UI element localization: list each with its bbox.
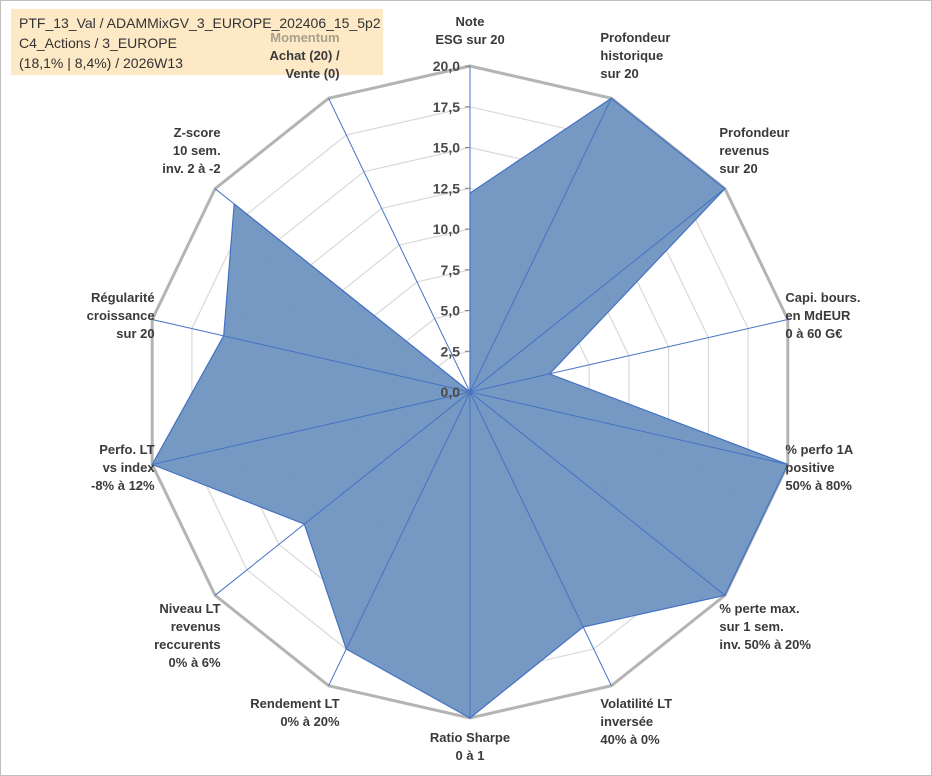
axis-label-text: Profondeur revenus sur 20: [719, 125, 789, 176]
axis-label-line: Note: [456, 14, 485, 29]
tick-label: 7,5: [441, 262, 461, 278]
axis-label-line: Momentum: [270, 30, 339, 45]
tick-label: 5,0: [441, 303, 461, 319]
axis-label-text: Capi. bours. en MdEUR 0 à 60 G€: [785, 290, 860, 341]
axis-label-line: 0 à 60 G€: [785, 326, 842, 341]
tick-label: 10,0: [433, 221, 460, 237]
info-line-3: (18,1% | 8,4%) / 2026W13: [19, 55, 183, 71]
axis-label-text: Régularité croissance sur 20: [87, 290, 155, 341]
axis-label-line: Profondeur: [600, 30, 670, 45]
axis-label-line: % perte max.: [719, 601, 799, 616]
tick-label: 12,5: [433, 180, 460, 196]
axis-label-text: Z-score 10 sem. inv. 2 à -2: [162, 125, 220, 176]
axis-label-line: inv. 50% à 20%: [719, 637, 811, 652]
axis-label: % perte max. sur 1 sem. inv. 50% à 20%: [719, 601, 811, 652]
axis-label-line: Niveau LT: [159, 601, 220, 616]
axis-label: Perfo. LT vs index -8% à 12%: [91, 442, 155, 493]
axis-label-line: reccurents: [154, 637, 220, 652]
info-line-2: C4_Actions / 3_EUROPE: [19, 35, 177, 51]
axis-label: Volatilité LT inversée 40% à 0%: [600, 696, 672, 747]
axis-label-line: en MdEUR: [785, 308, 851, 323]
axis-label-text: % perte max. sur 1 sem. inv. 50% à 20%: [719, 601, 811, 652]
axis-label-line: inv. 2 à -2: [162, 161, 220, 176]
axis-label-line: sur 20: [600, 66, 638, 81]
tick-label: 0,0: [441, 384, 461, 400]
axis-spoke: [469, 98, 612, 393]
axis-label-line: 10 sem.: [173, 143, 221, 158]
tick-layer: 0,0 2,5 5,0 7,5 10,0 12,5 15,0 17,5 20,0: [433, 58, 470, 400]
axis-label-line: inversée: [600, 714, 653, 729]
axis-label-text: Rendement LT 0% à 20%: [250, 696, 340, 729]
axis-spoke: [469, 391, 612, 686]
axis-label-line: 0% à 6%: [169, 655, 221, 670]
axis-label-line: Z-score: [174, 125, 221, 140]
axis-label-text: % perfo 1A positive 50% à 80%: [785, 442, 854, 493]
axis-label-line: historique: [600, 48, 663, 63]
axis-label-layer: Note ESG sur 20 Profondeur historique sur 20…: [87, 14, 861, 763]
axis-label: Ratio Sharpe 0 à 1: [430, 730, 510, 763]
axis-spoke: [214, 391, 471, 596]
axis-spoke: [328, 98, 471, 393]
axis-label-line: Profondeur: [719, 125, 789, 140]
tick-label: 17,5: [433, 99, 460, 115]
axis-label: Profondeur revenus sur 20: [719, 125, 789, 176]
axis-label-text: Volatilité LT inversée 40% à 0%: [600, 696, 672, 747]
axis-label-line: Rendement LT: [250, 696, 339, 711]
axis-label-line: 40% à 0%: [600, 732, 660, 747]
axis-label: Niveau LT revenus reccurents 0% à 6%: [154, 601, 221, 670]
axis-spoke: [152, 391, 471, 465]
axis-label-line: sur 20: [116, 326, 154, 341]
axis-label-line: Régularité: [91, 290, 155, 305]
axis-label-line: -8% à 12%: [91, 478, 155, 493]
axis-label-line: croissance: [87, 308, 155, 323]
axis-spoke: [152, 319, 471, 393]
axis-label-text: Note ESG sur 20: [435, 14, 504, 47]
axis-label: Régularité croissance sur 20: [87, 290, 155, 341]
axis-label-line: sur 20: [719, 161, 757, 176]
axis-label-text: Niveau LT revenus reccurents 0% à 6%: [154, 601, 221, 670]
axis-label-line: 0 à 1: [456, 748, 485, 763]
axis-label-line: Volatilité LT: [600, 696, 672, 711]
axis-spoke: [469, 188, 726, 393]
axis-label: Z-score 10 sem. inv. 2 à -2: [162, 125, 220, 176]
tick-label: 20,0: [433, 58, 460, 74]
axis-label-line: positive: [785, 460, 834, 475]
axis-label-text: Perfo. LT vs index -8% à 12%: [91, 442, 155, 493]
axis-label: Momentum Achat (20) / Vente (0): [270, 30, 340, 81]
axis-label-text: Momentum Achat (20) / Vente (0): [270, 30, 340, 81]
axis-label-line: revenus: [719, 143, 769, 158]
axis-spoke: [328, 391, 471, 686]
tick-label: 2,5: [441, 343, 461, 359]
axis-label: Profondeur historique sur 20: [600, 30, 670, 81]
axis-label: % perfo 1A positive 50% à 80%: [785, 442, 854, 493]
axis-label-line: revenus: [171, 619, 221, 634]
info-line-1: PTF_13_Val / ADAMMixGV_3_EUROPE_202406_1…: [19, 15, 381, 31]
axis-label: Note ESG sur 20: [435, 14, 504, 47]
axis-label-line: Capi. bours.: [785, 290, 860, 305]
axis-spoke: [469, 391, 726, 596]
axis-label-line: 0% à 20%: [280, 714, 340, 729]
axis-label-line: 50% à 80%: [785, 478, 852, 493]
axis-spoke: [469, 391, 788, 465]
axis-label-line: Achat (20) /: [270, 48, 340, 63]
info-box: PTF_13_Val / ADAMMixGV_3_EUROPE_202406_1…: [11, 9, 383, 75]
axis-label-line: vs index: [103, 460, 156, 475]
axis-label: Capi. bours. en MdEUR 0 à 60 G€: [785, 290, 860, 341]
axis-spoke: [469, 319, 788, 393]
axis-label-line: % perfo 1A: [785, 442, 854, 457]
axis-label: Rendement LT 0% à 20%: [250, 696, 340, 729]
axis-label-line: sur 1 sem.: [719, 619, 783, 634]
axis-label-line: ESG sur 20: [435, 32, 504, 47]
axis-label-text: Profondeur historique sur 20: [600, 30, 670, 81]
axis-label-text: Ratio Sharpe 0 à 1: [430, 730, 510, 763]
axis-label-line: Vente (0): [285, 66, 339, 81]
axis-label-line: Perfo. LT: [99, 442, 154, 457]
axis-label-line: Ratio Sharpe: [430, 730, 510, 745]
spoke-layer: [152, 66, 788, 718]
tick-label: 15,0: [433, 140, 460, 156]
axis-spoke: [214, 188, 471, 393]
